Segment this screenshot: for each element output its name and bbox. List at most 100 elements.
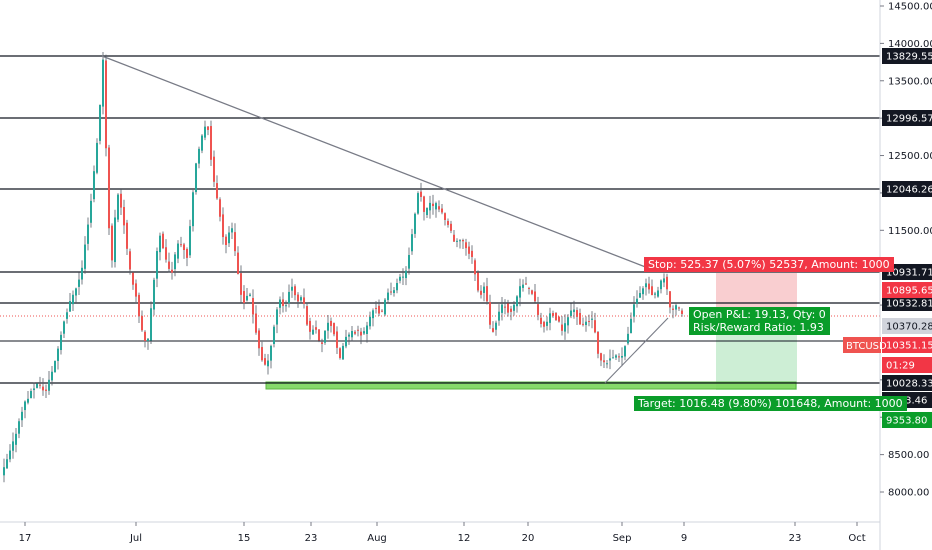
level-tag-label: 13829.55 xyxy=(886,52,932,63)
candle-body xyxy=(660,280,662,290)
candle-body xyxy=(3,467,5,476)
candle-body xyxy=(564,323,566,332)
level-tag-bg xyxy=(882,110,932,126)
candle-body xyxy=(57,348,59,361)
candle-body xyxy=(591,318,593,320)
candle-body xyxy=(180,244,182,246)
candle-body xyxy=(129,251,131,270)
candle-body xyxy=(432,203,434,207)
candle-body xyxy=(453,234,455,242)
candle-body xyxy=(261,347,263,361)
pnl-box[interactable]: Open P&L: 19.13, Qty: 0 Risk/Reward Rati… xyxy=(689,307,830,335)
candle-body xyxy=(492,328,494,332)
candle-body xyxy=(477,272,479,291)
x-tick-label: Sep xyxy=(613,533,632,544)
x-tick-label: 9 xyxy=(681,533,687,544)
candle-body xyxy=(297,294,299,302)
y-tick-label: 8500.00 xyxy=(888,450,929,461)
candle-body xyxy=(429,202,431,211)
level-tag-label: 12046.26 xyxy=(886,185,932,196)
candle-body xyxy=(570,310,572,316)
candle-body xyxy=(351,331,353,338)
price-tag-bg xyxy=(882,337,932,353)
candle-body xyxy=(138,294,140,317)
candle-body xyxy=(375,307,377,309)
candle-body xyxy=(528,287,530,289)
candle-body xyxy=(213,156,215,182)
candle-body xyxy=(609,358,611,361)
candle-body xyxy=(210,126,212,160)
candle-body xyxy=(411,234,413,252)
candle-body xyxy=(258,330,260,349)
candle-body xyxy=(681,310,683,314)
candle-body xyxy=(501,304,503,313)
candle-body xyxy=(447,220,449,225)
candle-body xyxy=(327,322,329,331)
level-tag-label: 10931.71 xyxy=(886,268,932,279)
candle-body xyxy=(321,342,323,344)
candle-body xyxy=(90,200,92,223)
candle-body xyxy=(99,105,101,141)
candle-body xyxy=(300,297,302,301)
candle-body xyxy=(657,290,659,297)
x-tick-label: Jul xyxy=(129,533,142,544)
candle-body xyxy=(507,303,509,313)
candle-body xyxy=(522,284,524,288)
x-tick-label: Oct xyxy=(848,533,865,544)
candle-body xyxy=(348,334,350,337)
candle-body xyxy=(381,310,383,312)
candle-body xyxy=(450,223,452,231)
level-tag-label: 12996.57 xyxy=(886,114,932,125)
stop-label[interactable]: Stop: 525.37 (5.07%) 52537, Amount: 1000 xyxy=(644,257,894,272)
candle-body xyxy=(405,270,407,279)
candle-body xyxy=(315,327,317,330)
candle-body xyxy=(378,305,380,314)
price-tag-label: 10370.28 xyxy=(886,322,932,333)
candle-body xyxy=(333,323,335,335)
candle-body xyxy=(567,317,569,326)
candle-body xyxy=(189,226,191,256)
candle-body xyxy=(615,355,617,358)
candle-body xyxy=(150,308,152,341)
candle-body xyxy=(675,305,677,310)
candle-body xyxy=(252,298,254,315)
candle-body xyxy=(519,286,521,298)
candle-body xyxy=(396,283,398,291)
candle-body xyxy=(537,304,539,315)
candle-body xyxy=(84,244,86,269)
candle-body xyxy=(579,312,581,325)
candle-body xyxy=(465,242,467,249)
candle-body xyxy=(87,224,89,244)
x-tick-label: 17 xyxy=(19,533,32,544)
y-tick-label: 14500.00 xyxy=(888,2,932,13)
candle-body xyxy=(114,217,116,263)
y-tick-label: 14000.00 xyxy=(888,39,932,50)
candle-body xyxy=(309,320,311,332)
candle-body xyxy=(165,247,167,260)
price-tag-label: 01:29 xyxy=(886,361,915,372)
candle-body xyxy=(228,232,230,244)
descending-trendline xyxy=(101,55,649,269)
candle-body xyxy=(237,252,239,274)
candle-body xyxy=(666,276,668,290)
candle-body xyxy=(510,308,512,312)
candle-body xyxy=(231,228,233,233)
candle-body xyxy=(345,336,347,347)
x-tick-label: Aug xyxy=(367,533,387,544)
trend-layer xyxy=(101,55,669,384)
target-label[interactable]: Target: 1016.48 (9.80%) 101648, Amount: … xyxy=(634,396,907,411)
level-layer xyxy=(0,55,880,384)
candle-body xyxy=(195,163,197,193)
candle-body xyxy=(399,276,401,281)
candle-body xyxy=(534,291,536,302)
candle-body xyxy=(69,301,71,312)
candle-body xyxy=(222,214,224,238)
candle-body xyxy=(174,254,176,270)
candle-body xyxy=(546,321,548,326)
candle-body xyxy=(480,290,482,295)
candle-body xyxy=(234,232,236,252)
candle-body xyxy=(225,236,227,246)
candle-body xyxy=(582,323,584,325)
candle-body xyxy=(420,191,422,197)
